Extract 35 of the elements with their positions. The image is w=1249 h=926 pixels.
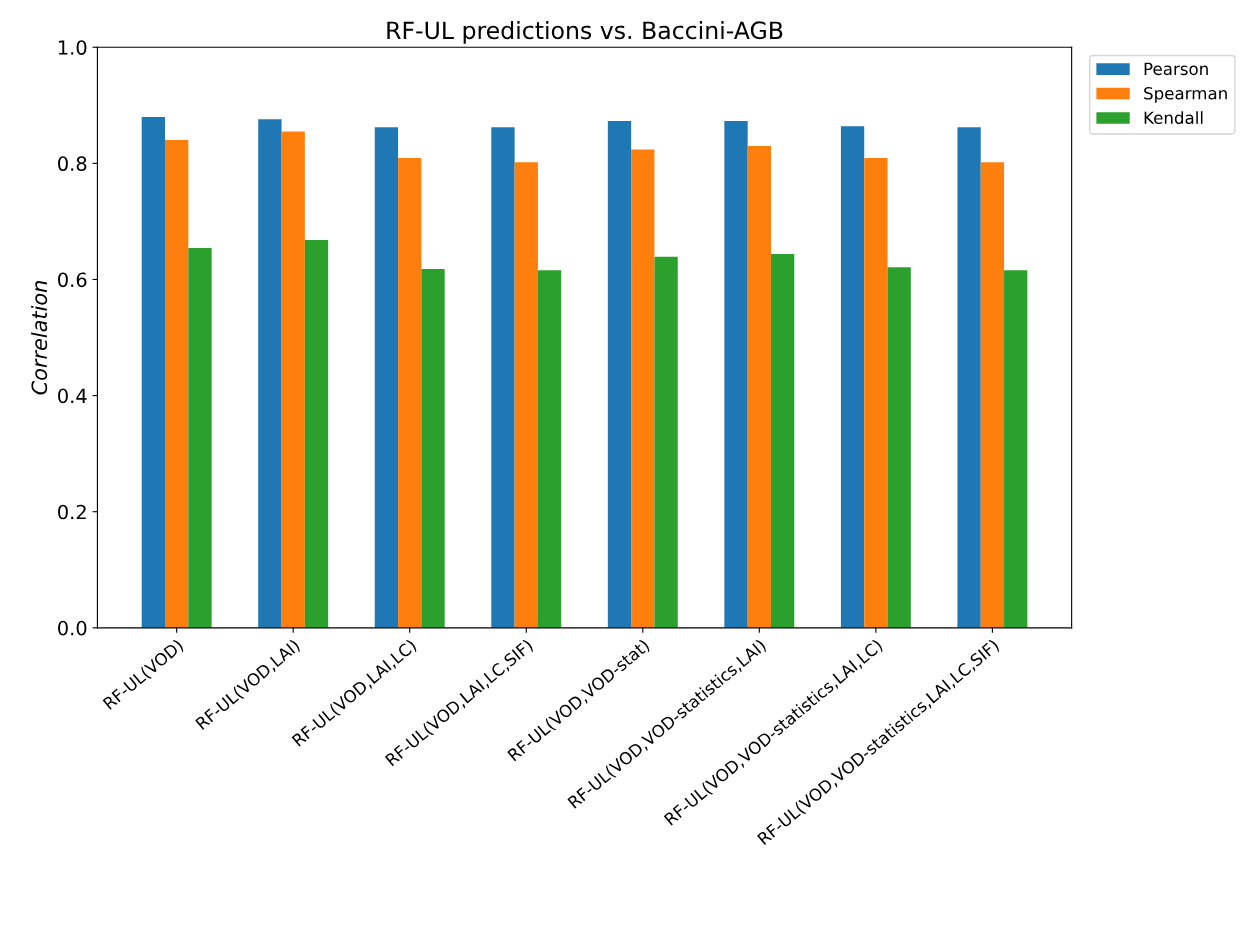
legend-label: Spearman [1144, 86, 1227, 103]
bar [770, 253, 795, 628]
bar [864, 158, 888, 628]
bar [1004, 270, 1028, 628]
legend-label: Pearson [1144, 62, 1208, 76]
bar [840, 126, 865, 628]
bar [631, 149, 655, 628]
bar [188, 248, 212, 628]
y-tick-label: 0.6 [58, 272, 87, 288]
y-tick-label: 1.0 [58, 40, 87, 55]
bar [607, 120, 632, 628]
bar [654, 256, 678, 628]
bar [887, 267, 911, 628]
bar [398, 158, 422, 628]
y-axis-title: Correlation [31, 281, 48, 395]
bar [281, 131, 305, 628]
bar [165, 140, 189, 628]
bar [304, 239, 329, 628]
y-tick-label: 0.2 [58, 504, 86, 520]
y-tick-label: 0.8 [58, 156, 87, 172]
bar [980, 162, 1005, 628]
y-tick-label: 0.0 [58, 620, 87, 636]
bar [421, 269, 445, 628]
bar [537, 270, 562, 628]
bar [374, 127, 399, 628]
bar [491, 127, 515, 628]
bar [724, 120, 748, 628]
legend-label: Kendall [1144, 111, 1203, 125]
bar [747, 145, 771, 628]
bar [957, 127, 981, 628]
y-tick-label: 0.4 [58, 388, 87, 404]
bar [141, 116, 166, 628]
bar [514, 162, 538, 628]
bar [258, 119, 282, 628]
chart-title: RF-UL predictions vs. Baccini-AGB [387, 20, 783, 44]
